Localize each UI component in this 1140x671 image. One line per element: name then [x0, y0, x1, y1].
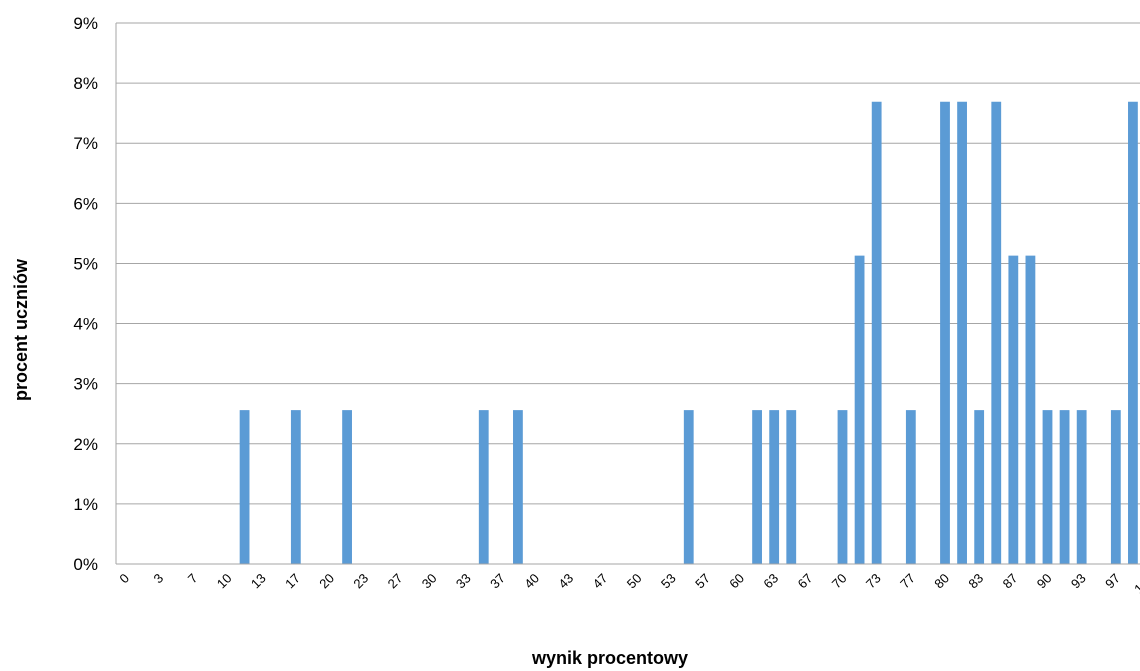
bar [1059, 410, 1070, 564]
x-tick-label: 70 [829, 571, 850, 592]
x-tick-labels: 0 3 7 10 13 17 20 23 27 30 33 37 40 43 47 50 53 57 60 63 67 7… [116, 571, 1140, 597]
bar [342, 410, 352, 564]
bar [837, 410, 848, 564]
x-tick-label: 0 [116, 571, 132, 587]
x-tick-label: 47 [590, 571, 611, 592]
x-tick-label: 20 [316, 571, 337, 592]
bar [905, 410, 916, 564]
bar [239, 410, 250, 564]
x-tick-label: 80 [931, 571, 952, 592]
bar [1025, 255, 1036, 564]
x-tick-label: 13 [248, 571, 269, 592]
bar [1110, 410, 1121, 564]
bar [1008, 255, 1019, 564]
x-tick-label: 57 [692, 571, 713, 592]
x-tick-label: 83 [965, 571, 986, 592]
bar [991, 101, 1002, 565]
x-tick-label: 63 [760, 571, 781, 592]
x-tick-label: 60 [726, 571, 747, 592]
x-tick-label: 53 [658, 571, 679, 592]
x-tick-label: 93 [1068, 571, 1089, 592]
y-axis-title: procent uczniów [11, 258, 31, 401]
x-tick-label: 17 [282, 571, 303, 592]
x-tick-label: 77 [897, 571, 918, 592]
bar [940, 101, 950, 565]
x-axis-title: wynik procentowy [531, 648, 688, 668]
y-tick-label: 8% [73, 74, 98, 93]
x-tick-label: 23 [350, 571, 371, 592]
bar [683, 410, 694, 564]
bar [513, 410, 523, 564]
x-tick-label: 73 [863, 571, 884, 592]
bar [786, 410, 797, 564]
bar [769, 410, 780, 564]
x-tick-label: 100 [1131, 571, 1140, 597]
y-tick-label: 2% [73, 435, 98, 454]
y-tick-label: 6% [73, 194, 98, 213]
x-tick-label: 67 [795, 571, 816, 592]
y-tick-label: 1% [73, 495, 98, 514]
y-tick-label: 4% [73, 315, 98, 334]
x-tick-label: 37 [487, 571, 508, 592]
x-tick-label: 10 [214, 571, 235, 592]
y-tick-label: 0% [73, 555, 98, 574]
bar [478, 410, 489, 564]
x-tick-label: 7 [185, 571, 201, 587]
x-tick-label: 3 [151, 571, 167, 587]
bar [871, 101, 882, 565]
y-tick-label: 3% [73, 375, 98, 394]
bar [1076, 410, 1087, 564]
gridlines [116, 22, 1140, 505]
y-tick-label: 5% [73, 254, 98, 273]
bar [854, 255, 865, 564]
x-tick-label: 30 [419, 571, 440, 592]
x-tick-label: 87 [1000, 571, 1021, 592]
x-tick-label: 27 [385, 571, 406, 592]
y-tick-label: 7% [73, 134, 98, 153]
bar [1128, 101, 1138, 565]
x-tick-label: 40 [521, 571, 542, 592]
bars [239, 101, 1138, 565]
x-tick-label: 97 [1102, 571, 1123, 592]
bar [1042, 410, 1053, 564]
y-tick-label: 9% [73, 14, 98, 33]
x-tick-label: 43 [555, 571, 576, 592]
y-tick-labels: 0% 1% 2% 3% 4% 5% 6% 7% 8% 9% [73, 14, 98, 574]
bar [290, 410, 301, 564]
x-tick-label: 50 [624, 571, 645, 592]
bar [752, 410, 762, 564]
bar [957, 101, 967, 565]
x-tick-label: 33 [453, 571, 474, 592]
x-tick-label: 90 [1034, 571, 1055, 592]
bar [974, 410, 985, 564]
